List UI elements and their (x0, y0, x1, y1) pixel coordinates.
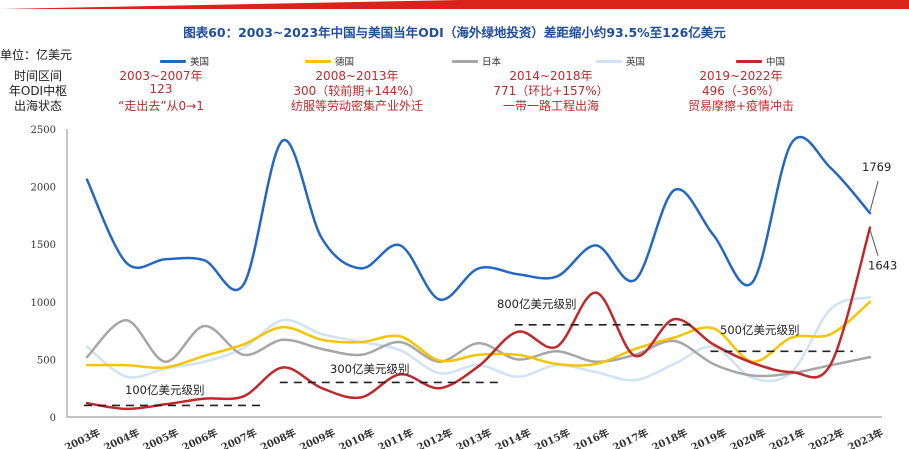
end-leader-us (869, 181, 879, 212)
period-2-center: 300（较前期+144%） (293, 84, 421, 98)
y-tick-label: 0 (50, 413, 56, 424)
x-tick-label: 2009年 (297, 426, 337, 449)
level-label-2: 300亿美元级别 (330, 362, 409, 376)
period-1-range: 2003~2007年 (119, 69, 203, 83)
x-tick-label: 2015年 (532, 426, 572, 449)
legend-label-de: 德国 (335, 57, 355, 68)
legend-label-jp: 日本 (482, 57, 502, 68)
legend-swatch-us (160, 59, 186, 63)
x-tick-label: 2003年 (62, 426, 102, 449)
level-label-4: 500亿美元级别 (720, 323, 799, 337)
legend-item-us: 美国 (160, 54, 209, 68)
y-tick-label: 1500 (31, 240, 56, 251)
x-tick-label: 2021年 (767, 426, 807, 449)
period-4-range: 2019~2022年 (699, 69, 783, 83)
end-label-us: 1769 (862, 160, 891, 174)
x-tick-label: 2007年 (219, 426, 259, 449)
x-tick-label: 2011年 (376, 426, 416, 449)
x-tick-label: 2013年 (454, 426, 494, 449)
y-tick-label: 2500 (31, 125, 56, 136)
legend-item-jp: 日本 (452, 54, 501, 68)
legend-item-cn: 中国 (736, 54, 785, 68)
x-tick-label: 2012年 (415, 426, 455, 449)
series-line-uk (85, 295, 872, 383)
y-tick-label: 2000 (31, 183, 56, 194)
period-1-center: 123 (149, 82, 173, 96)
legend-swatch-de (305, 59, 331, 63)
x-tick-label: 2022年 (806, 426, 846, 449)
legend-swatch-jp (452, 59, 478, 63)
row-label-center: 年ODI中枢 (8, 84, 68, 98)
x-tick-label: 2014年 (493, 426, 533, 449)
period-3-status: 一带一路工程出海 (502, 99, 599, 113)
x-tick-label: 2005年 (141, 426, 181, 449)
period-4-status: 贸易摩擦+疫情冲击 (687, 99, 795, 113)
x-tick-label: 2016年 (571, 426, 611, 449)
row-label-range: 时间区间 (13, 69, 62, 83)
x-tick-label: 2019年 (689, 426, 729, 449)
end-label-cn: 1643 (868, 259, 897, 273)
series-line-us (85, 135, 872, 301)
period-2-range: 2008~2013年 (315, 69, 399, 83)
x-tick-label: 2006年 (180, 426, 220, 449)
legend-label-uk: 英国 (626, 57, 646, 68)
legend-swatch-cn (736, 59, 762, 63)
x-tick-label: 2010年 (337, 426, 377, 449)
legend-swatch-uk (596, 59, 622, 63)
legend-label-us: 美国 (190, 57, 210, 68)
period-3-center: 771（环比+157%） (493, 84, 609, 98)
level-label-1: 100亿美元级别 (125, 383, 204, 397)
unit-label: 单位：亿美元 (0, 48, 73, 62)
period-4-center: 496（-36%） (702, 84, 780, 98)
x-tick-label: 2023年 (845, 426, 885, 449)
legend-item-uk: 英国 (596, 54, 645, 68)
legend-label-cn: 中国 (766, 57, 786, 68)
chart-title: 图表60：2003~2023年中国与美国当年ODI（海外绿地投资）差距缩小约93… (183, 25, 726, 40)
level-label-3: 800亿美元级别 (497, 297, 576, 311)
period-1-status: “走出去”从0→1 (118, 99, 204, 113)
x-tick-label: 2017年 (611, 426, 651, 449)
end-leader-cn (869, 229, 879, 256)
x-tick-label: 2004年 (102, 426, 142, 449)
y-tick-label: 500 (37, 355, 56, 366)
row-label-status: 出海状态 (13, 99, 62, 113)
legend-item-de: 德国 (305, 54, 354, 68)
x-tick-label: 2020年 (728, 426, 768, 449)
series-line-de (85, 300, 872, 370)
y-tick-label: 1000 (31, 298, 56, 309)
period-3-range: 2014~2018年 (509, 69, 593, 83)
series-line-cn (85, 226, 872, 411)
x-tick-label: 2018年 (650, 426, 690, 449)
x-tick-label: 2008年 (258, 426, 298, 449)
period-2-status: 纺服等劳动密集产业外迁 (290, 99, 423, 113)
series-line-jp (85, 318, 872, 378)
header-red-bar (0, 0, 909, 9)
